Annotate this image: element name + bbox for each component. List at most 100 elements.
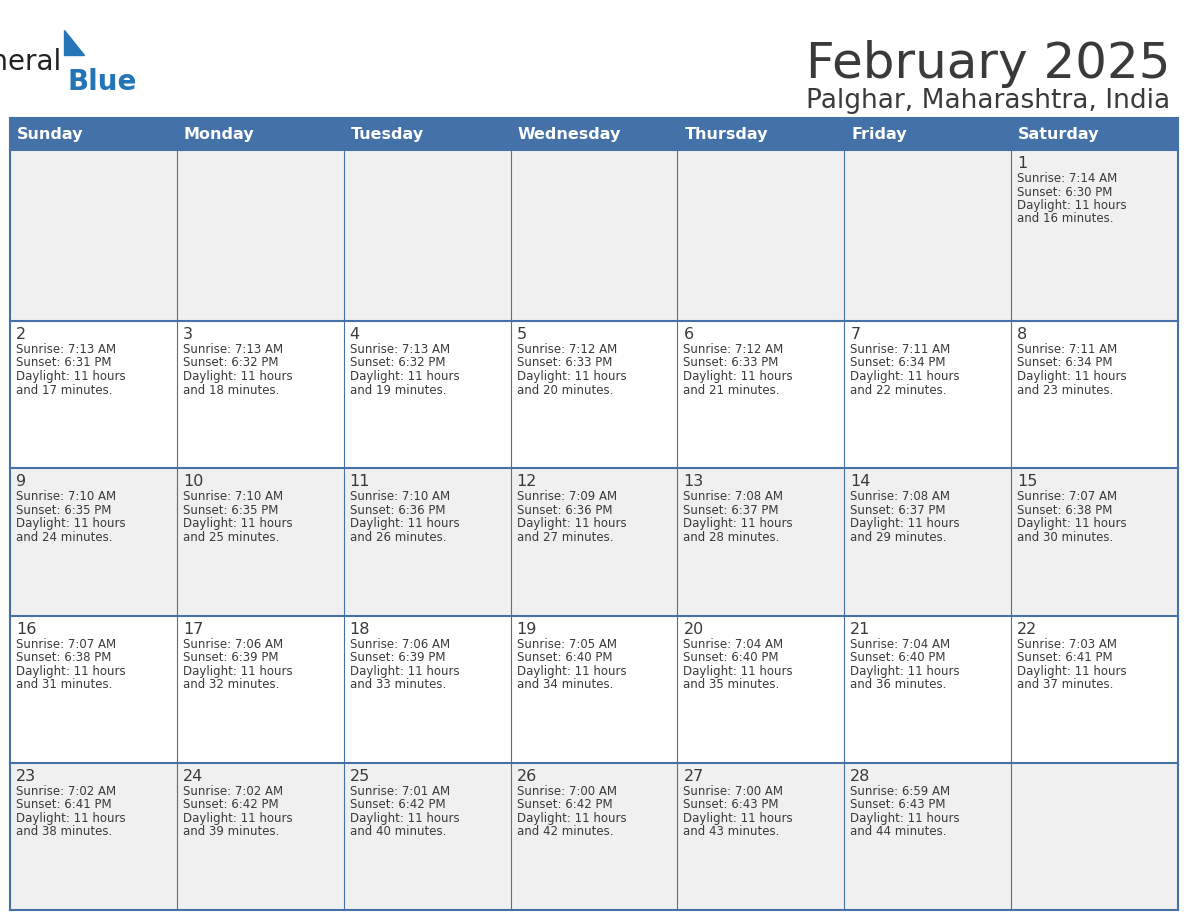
Text: Daylight: 11 hours: Daylight: 11 hours [15, 517, 126, 531]
Text: Daylight: 11 hours: Daylight: 11 hours [517, 812, 626, 824]
Text: Sunrise: 7:02 AM: Sunrise: 7:02 AM [183, 785, 283, 798]
Text: Daylight: 11 hours: Daylight: 11 hours [683, 812, 794, 824]
Text: Sunset: 6:38 PM: Sunset: 6:38 PM [1017, 504, 1112, 517]
Bar [343, 150, 511, 321]
Text: Sunrise: 7:07 AM: Sunrise: 7:07 AM [15, 637, 116, 651]
Text: 1: 1 [1017, 156, 1028, 171]
Text: 11: 11 [349, 475, 371, 489]
Text: Sunset: 6:43 PM: Sunset: 6:43 PM [851, 799, 946, 812]
Text: and 18 minutes.: and 18 minutes. [183, 384, 279, 397]
Text: Daylight: 11 hours: Daylight: 11 hours [1017, 517, 1126, 531]
Text: 21: 21 [851, 621, 871, 636]
Text: Daylight: 11 hours: Daylight: 11 hours [683, 370, 794, 383]
Text: Daylight: 11 hours: Daylight: 11 hours [183, 812, 292, 824]
Text: Daylight: 11 hours: Daylight: 11 hours [683, 517, 794, 531]
Bar [511, 118, 677, 150]
Text: Sunrise: 7:01 AM: Sunrise: 7:01 AM [349, 785, 450, 798]
Text: and 26 minutes.: and 26 minutes. [349, 531, 447, 543]
Text: Sunrise: 7:13 AM: Sunrise: 7:13 AM [349, 343, 450, 356]
Text: Sunset: 6:42 PM: Sunset: 6:42 PM [349, 799, 446, 812]
Text: and 39 minutes.: and 39 minutes. [183, 825, 279, 838]
Text: Sunset: 6:35 PM: Sunset: 6:35 PM [183, 504, 278, 517]
Text: Sunrise: 7:11 AM: Sunrise: 7:11 AM [1017, 343, 1118, 356]
Text: Daylight: 11 hours: Daylight: 11 hours [851, 370, 960, 383]
Text: Sunset: 6:31 PM: Sunset: 6:31 PM [15, 356, 112, 370]
Text: Daylight: 11 hours: Daylight: 11 hours [517, 370, 626, 383]
Bar [677, 763, 845, 910]
Bar [677, 118, 845, 150]
Text: Sunrise: 7:12 AM: Sunrise: 7:12 AM [683, 343, 784, 356]
Text: Daylight: 11 hours: Daylight: 11 hours [1017, 370, 1126, 383]
Bar [1011, 118, 1178, 150]
Text: 4: 4 [349, 327, 360, 342]
Bar [177, 150, 343, 321]
Text: Sunset: 6:41 PM: Sunset: 6:41 PM [15, 799, 112, 812]
Text: and 33 minutes.: and 33 minutes. [349, 678, 446, 691]
Bar [677, 615, 845, 763]
Text: 26: 26 [517, 768, 537, 784]
Text: 19: 19 [517, 621, 537, 636]
Text: Tuesday: Tuesday [350, 127, 424, 141]
Text: Sunrise: 7:06 AM: Sunrise: 7:06 AM [349, 637, 450, 651]
Text: Sunset: 6:41 PM: Sunset: 6:41 PM [1017, 651, 1113, 664]
Bar [343, 118, 511, 150]
Text: Sunset: 6:34 PM: Sunset: 6:34 PM [1017, 356, 1113, 370]
Text: 7: 7 [851, 327, 860, 342]
Text: Sunrise: 7:05 AM: Sunrise: 7:05 AM [517, 637, 617, 651]
Text: and 16 minutes.: and 16 minutes. [1017, 212, 1113, 226]
Text: Daylight: 11 hours: Daylight: 11 hours [851, 665, 960, 677]
Text: Daylight: 11 hours: Daylight: 11 hours [349, 370, 460, 383]
Text: Sunset: 6:39 PM: Sunset: 6:39 PM [349, 651, 446, 664]
Text: Daylight: 11 hours: Daylight: 11 hours [1017, 665, 1126, 677]
Text: 13: 13 [683, 475, 703, 489]
Bar [10, 150, 177, 321]
Text: Sunset: 6:40 PM: Sunset: 6:40 PM [851, 651, 946, 664]
Text: 17: 17 [183, 621, 203, 636]
Text: 2: 2 [15, 327, 26, 342]
Text: Daylight: 11 hours: Daylight: 11 hours [517, 517, 626, 531]
Bar [1011, 615, 1178, 763]
Text: and 36 minutes.: and 36 minutes. [851, 678, 947, 691]
Bar [177, 321, 343, 468]
Text: and 30 minutes.: and 30 minutes. [1017, 531, 1113, 543]
Text: Sunday: Sunday [17, 127, 83, 141]
Bar [343, 468, 511, 615]
Text: and 35 minutes.: and 35 minutes. [683, 678, 779, 691]
Text: Sunrise: 7:10 AM: Sunrise: 7:10 AM [15, 490, 116, 503]
Text: Daylight: 11 hours: Daylight: 11 hours [15, 812, 126, 824]
Text: Blue: Blue [68, 68, 138, 96]
Bar [1011, 321, 1178, 468]
Text: 23: 23 [15, 768, 36, 784]
Text: February 2025: February 2025 [805, 40, 1170, 88]
Text: and 40 minutes.: and 40 minutes. [349, 825, 446, 838]
Text: Daylight: 11 hours: Daylight: 11 hours [183, 665, 292, 677]
Polygon shape [64, 30, 84, 55]
Text: 12: 12 [517, 475, 537, 489]
Text: Sunset: 6:40 PM: Sunset: 6:40 PM [683, 651, 779, 664]
Text: 16: 16 [15, 621, 37, 636]
Text: Thursday: Thursday [684, 127, 767, 141]
Text: Daylight: 11 hours: Daylight: 11 hours [349, 517, 460, 531]
Bar [511, 763, 677, 910]
Text: and 38 minutes.: and 38 minutes. [15, 825, 112, 838]
Bar [1011, 763, 1178, 910]
Bar [343, 763, 511, 910]
Text: Sunset: 6:34 PM: Sunset: 6:34 PM [851, 356, 946, 370]
Text: Sunrise: 7:04 AM: Sunrise: 7:04 AM [851, 637, 950, 651]
Text: and 37 minutes.: and 37 minutes. [1017, 678, 1113, 691]
Text: Sunset: 6:36 PM: Sunset: 6:36 PM [517, 504, 612, 517]
Text: 20: 20 [683, 621, 703, 636]
Text: and 17 minutes.: and 17 minutes. [15, 384, 113, 397]
Text: Daylight: 11 hours: Daylight: 11 hours [851, 812, 960, 824]
Text: Sunrise: 7:00 AM: Sunrise: 7:00 AM [517, 785, 617, 798]
Text: Sunrise: 7:11 AM: Sunrise: 7:11 AM [851, 343, 950, 356]
Text: Sunrise: 7:10 AM: Sunrise: 7:10 AM [183, 490, 283, 503]
Text: Sunset: 6:40 PM: Sunset: 6:40 PM [517, 651, 612, 664]
Text: Sunrise: 7:08 AM: Sunrise: 7:08 AM [851, 490, 950, 503]
Text: 25: 25 [349, 768, 369, 784]
Bar [677, 321, 845, 468]
Text: Sunset: 6:37 PM: Sunset: 6:37 PM [683, 504, 779, 517]
Bar [177, 615, 343, 763]
Text: Sunset: 6:38 PM: Sunset: 6:38 PM [15, 651, 112, 664]
Bar [511, 615, 677, 763]
